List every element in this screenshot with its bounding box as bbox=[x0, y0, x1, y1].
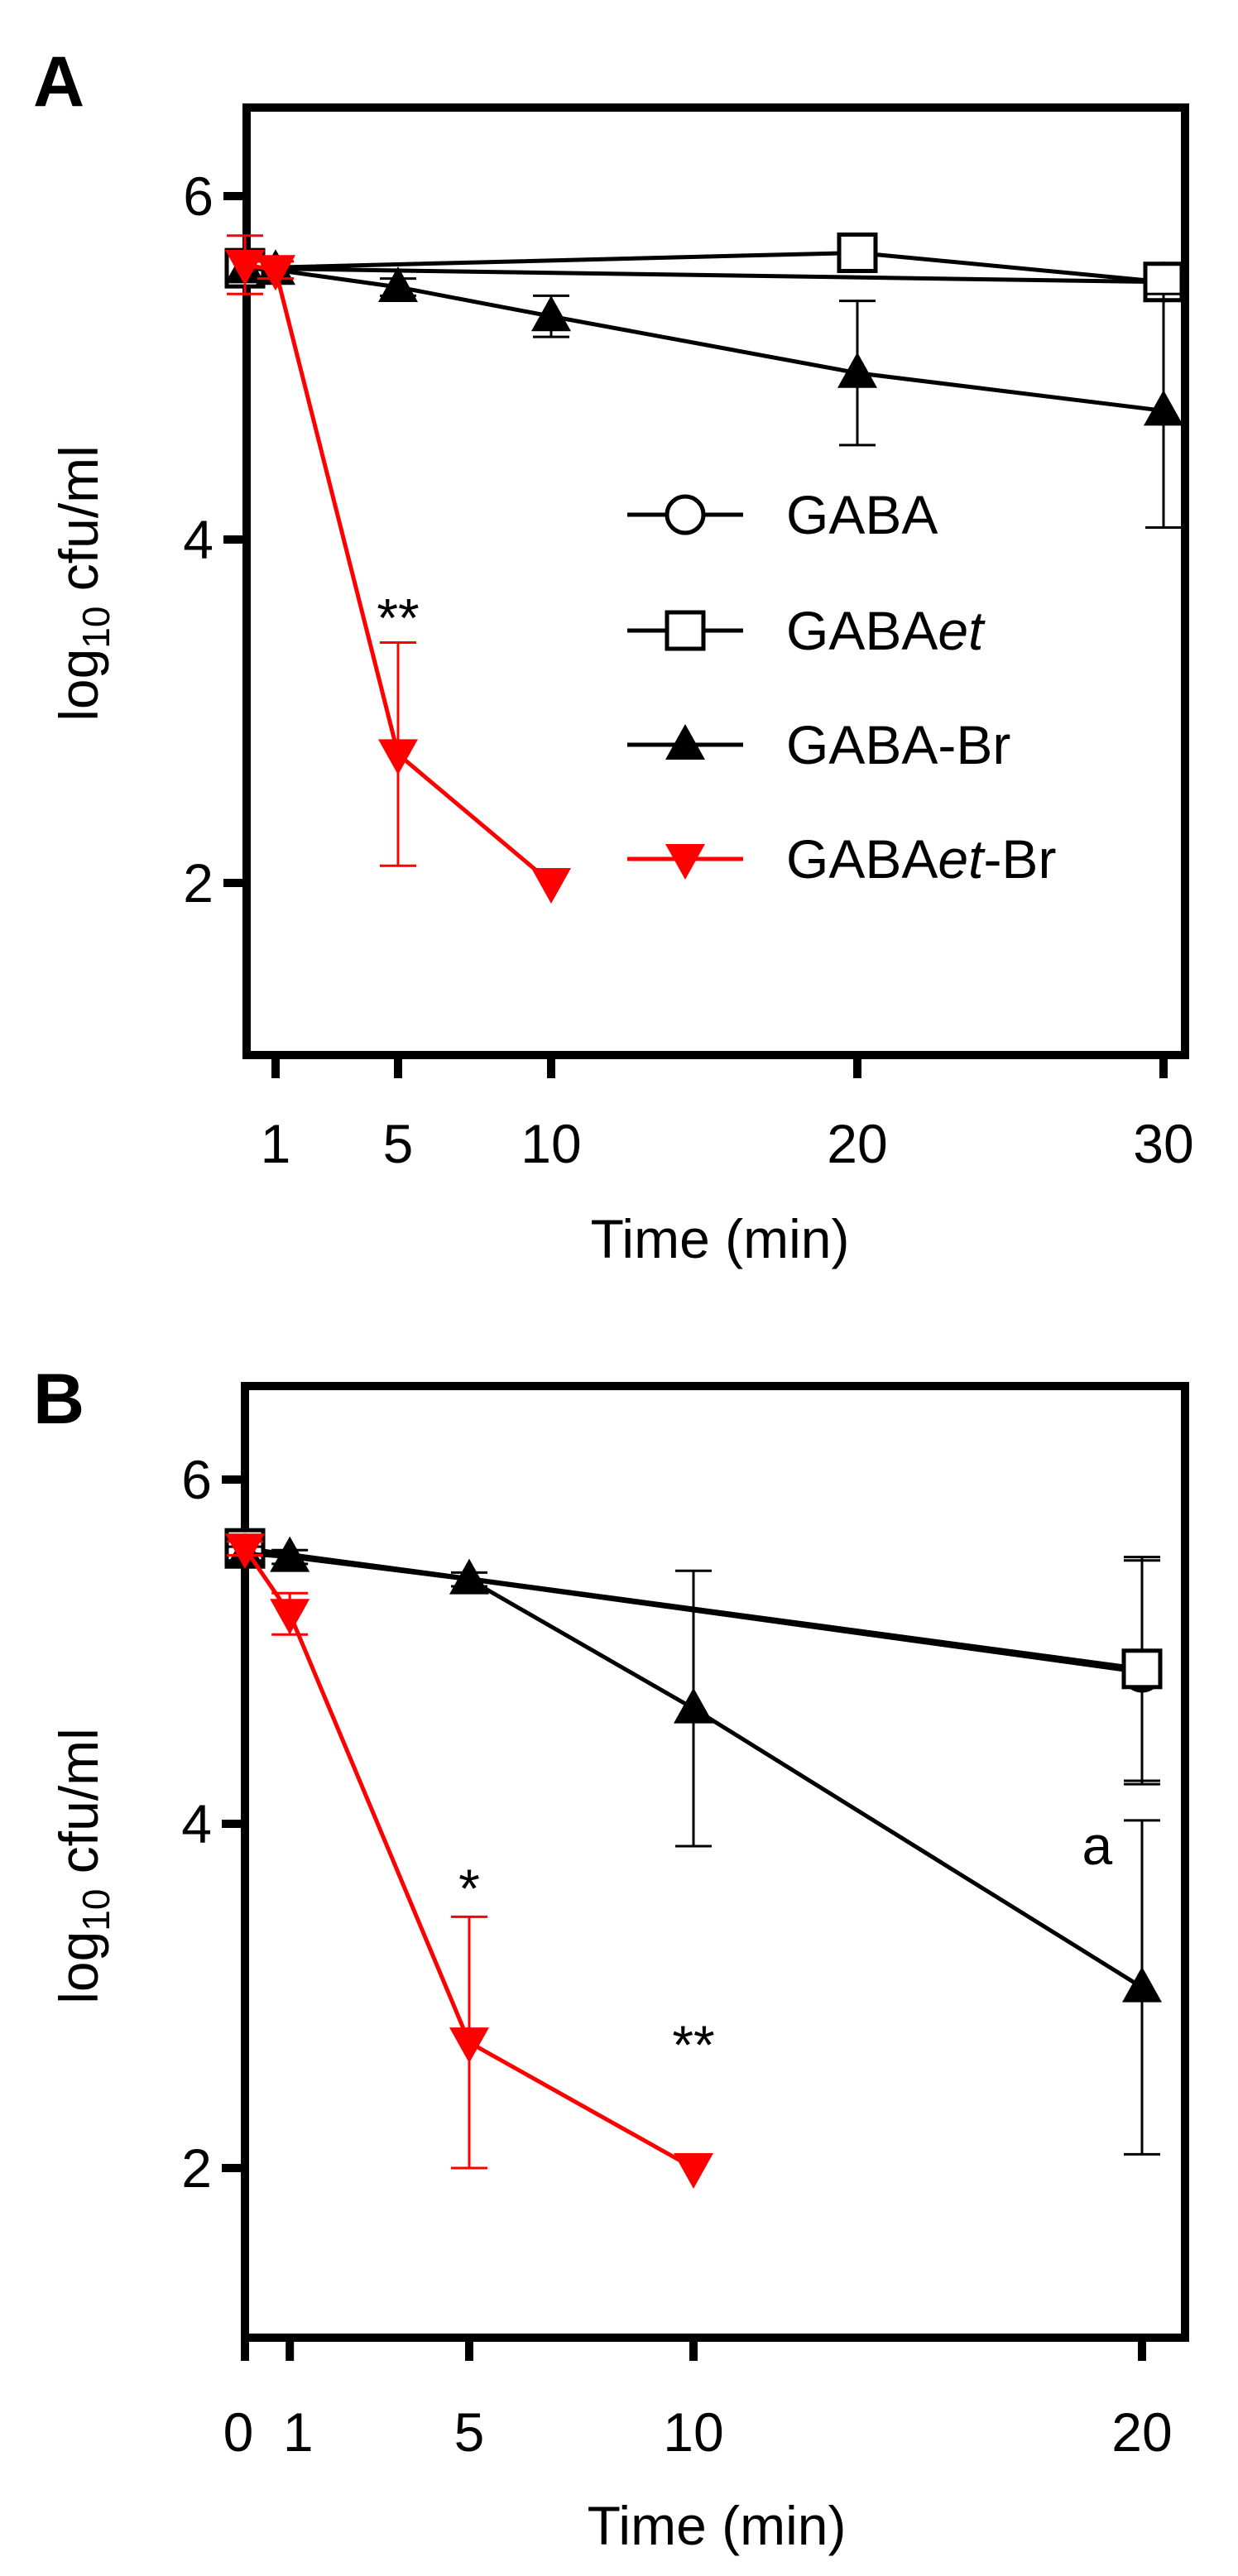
panel-b-ylabel-base: log bbox=[48, 1931, 109, 2004]
panel-b-gaba-br-point-4 bbox=[1122, 1966, 1162, 2003]
panel-a-xtick-label-4: 30 bbox=[1133, 1113, 1193, 1174]
panel-a-gabaet-br-point-2 bbox=[378, 739, 418, 775]
panel-b-xlabel: Time (min) bbox=[588, 2495, 847, 2556]
legend-gabaet-marker bbox=[665, 610, 706, 651]
panel-a-gabaet-br-point-3 bbox=[531, 868, 571, 904]
panel-b-gabaet-br-point-1 bbox=[270, 1599, 310, 1635]
panel-a-gaba-br-point-3 bbox=[531, 295, 571, 332]
panel-a-ticks: 2 4 6 1 5 10 20 30 bbox=[183, 165, 1193, 1174]
panel-b-xtick-label-0: 0 bbox=[223, 2401, 254, 2463]
legend-gabaet-br-label-italic: et bbox=[938, 828, 986, 890]
panel-a-xtick-label-0: 1 bbox=[261, 1113, 291, 1174]
panel-a-xlabel: Time (min) bbox=[591, 1208, 850, 1269]
panel-b-annotation-1: ** bbox=[672, 2014, 714, 2075]
panel-a-ylabel: log10 cfu/ml bbox=[48, 445, 118, 722]
panel-a-ylabel-rest: cfu/ml bbox=[48, 445, 109, 606]
panel-b-plot-area: ***a bbox=[224, 1528, 1163, 2189]
legend-gaba-label: GABA bbox=[786, 484, 938, 545]
legend-gabaet-br-label-tail: -Br bbox=[983, 828, 1056, 890]
legend-gabaet-label: GABAet bbox=[786, 600, 986, 661]
legend-gaba-br-label-plain: GABA-Br bbox=[786, 714, 1010, 775]
legend-gabaet-br-marker bbox=[665, 844, 705, 880]
panel-a-series-gabaet-br bbox=[225, 234, 571, 904]
panel-a-frame bbox=[242, 103, 1189, 1059]
panel-a-series-gabaet bbox=[224, 232, 1184, 303]
panel-a-series-gaba-br bbox=[225, 247, 1183, 529]
legend-gaba-marker bbox=[665, 494, 706, 535]
panel-a-ylabel-sub: 10 bbox=[74, 607, 118, 649]
panel-b-gabaet-br-point-3 bbox=[674, 2153, 713, 2189]
legend-gabaet-br-label-plain: GABA bbox=[786, 828, 938, 890]
panel-a-gabaet-br-point-1 bbox=[256, 255, 295, 291]
panel-b-gabaet-br-point-0 bbox=[225, 1533, 265, 1570]
panel-a-ytick-label-0: 2 bbox=[183, 852, 214, 914]
panel-b-ytick-label-0: 2 bbox=[181, 2137, 212, 2199]
panel-b-gaba-br-point-2 bbox=[449, 1558, 489, 1595]
panel-b-xtick-label-4: 20 bbox=[1111, 2401, 1172, 2463]
panel-a-annotation-0: ** bbox=[377, 587, 419, 648]
panel-a-gaba-br-point-5 bbox=[1144, 390, 1183, 426]
legend-gabaet-label-plain: GABA bbox=[786, 600, 938, 661]
panel-a-gaba-br-line bbox=[244, 266, 1164, 413]
legend-gabaet-label-italic: et bbox=[938, 600, 986, 661]
panel-b-gaba-br-point-3 bbox=[674, 1687, 713, 1724]
panel-b-ylabel: log10 cfu/ml bbox=[48, 1728, 118, 2004]
panel-b-gabaet-point-1 bbox=[1121, 1648, 1163, 1690]
panel-a-xtick-label-2: 10 bbox=[521, 1113, 581, 1174]
panel-a-xtick-label-3: 20 bbox=[827, 1113, 887, 1174]
panel-b-label: B bbox=[33, 1360, 84, 1439]
panel-b-gabaet-br-point-2 bbox=[449, 2027, 489, 2064]
legend-gaba-br-label: GABA-Br bbox=[786, 714, 1010, 775]
panel-b-annotation-0: * bbox=[458, 1858, 480, 1919]
panel-a-ytick-label-2: 6 bbox=[183, 165, 214, 227]
panel-a-gabaet-br-point-0 bbox=[225, 250, 265, 285]
panel-b-annotation-2: a bbox=[1082, 1815, 1112, 1876]
panel-b-gaba-br-point-1 bbox=[270, 1536, 310, 1572]
panel-b-ytick-label-2: 6 bbox=[181, 1449, 212, 1510]
panel-b-ylabel-sub: 10 bbox=[74, 1889, 118, 1931]
panel-a-gaba-br-point-4 bbox=[837, 352, 877, 388]
panel-b-series-gabaet-br bbox=[225, 1533, 713, 2189]
panel-a-xtick-label-1: 5 bbox=[383, 1113, 414, 1174]
panel-b-ticks: 2 4 6 0 1 5 10 20 bbox=[181, 1449, 1172, 2463]
legend-gaba-br-marker bbox=[665, 724, 705, 760]
panel-b-frame bbox=[241, 1382, 1189, 2342]
panel-a-gaba-br-point-2 bbox=[378, 266, 418, 302]
panel-a-gabaet-br-line bbox=[244, 262, 553, 885]
panel-b-xtick-label-3: 10 bbox=[663, 2401, 723, 2463]
panel-b-xtick-label-2: 5 bbox=[454, 2401, 485, 2463]
legend-gabaet-br-label: GABAet-Br bbox=[786, 828, 1056, 890]
panel-a-ylabel-base: log bbox=[48, 649, 109, 722]
panel-b-xtick-label-1: 1 bbox=[283, 2401, 314, 2463]
panel-a-ytick-label-1: 4 bbox=[183, 509, 214, 570]
panel-b-ylabel-rest: cfu/ml bbox=[48, 1728, 109, 1888]
panel-a-label: A bbox=[33, 42, 84, 122]
panel-b-gabaet-br-line bbox=[242, 1547, 695, 2171]
panel-a-plot-area: ** bbox=[224, 232, 1184, 904]
panel-a-gabaet-point-1 bbox=[837, 232, 878, 273]
legend-gaba-label-plain: GABA bbox=[786, 484, 938, 545]
panel-b-ytick-label-1: 4 bbox=[181, 1793, 212, 1854]
